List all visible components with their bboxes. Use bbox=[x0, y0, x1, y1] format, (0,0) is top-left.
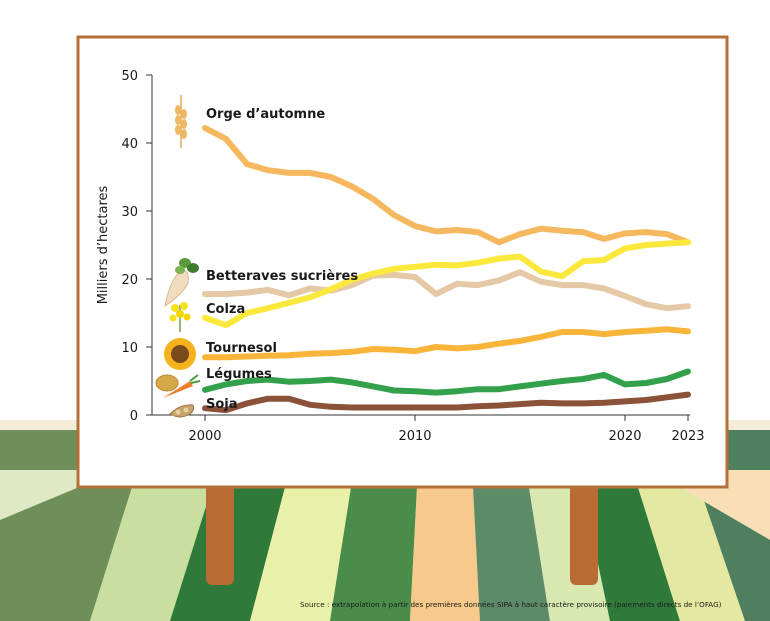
soybean-icon bbox=[169, 404, 195, 418]
label-tournesol: Tournesol bbox=[206, 341, 277, 356]
series-line-colza bbox=[202, 239, 691, 329]
y-tick-label: 20 bbox=[121, 273, 138, 288]
label-betteraves-sucrieres: Betteraves sucrières bbox=[206, 269, 358, 284]
y-tick-label: 40 bbox=[121, 137, 138, 152]
barley-icon bbox=[175, 95, 187, 148]
billboard-post-left bbox=[206, 480, 234, 585]
x-tick-label: 2020 bbox=[608, 429, 641, 444]
y-tick-label: 0 bbox=[130, 409, 138, 424]
label-colza: Colza bbox=[206, 302, 245, 317]
y-axis-label: Milliers d’hectares bbox=[96, 185, 111, 304]
y-tick-label: 30 bbox=[121, 205, 138, 220]
rapeseed-icon bbox=[169, 302, 191, 332]
y-tick-label: 10 bbox=[121, 341, 138, 356]
x-tick-label: 2023 bbox=[671, 429, 704, 444]
sugar-beet-icon bbox=[164, 258, 199, 308]
x-tick-label: 2010 bbox=[398, 429, 431, 444]
label-soja: Soja bbox=[206, 397, 238, 412]
vegetables-icon bbox=[155, 374, 201, 398]
sunflower-icon bbox=[164, 338, 196, 370]
series-line-tournesol bbox=[202, 326, 691, 361]
y-tick-label: 50 bbox=[121, 69, 138, 84]
series-line-soja bbox=[202, 391, 691, 414]
series-line-legumes bbox=[202, 368, 691, 396]
x-tick-label: 2000 bbox=[188, 429, 221, 444]
billboard-board bbox=[76, 35, 729, 489]
label-orge-dautomne: Orge d’automne bbox=[206, 107, 325, 122]
axes: 0 10 20 30 40 50 2000 2010 2020 2023 Milliers d’… bbox=[96, 69, 705, 444]
label-legumes: Légumes bbox=[206, 367, 272, 382]
series-line-betteraves bbox=[202, 269, 691, 312]
source-note: Source : extrapolation à partir des prem… bbox=[300, 600, 722, 609]
billboard-post-right bbox=[570, 480, 598, 585]
series-line-orge bbox=[202, 125, 691, 246]
series-labels: Orge d’automne Betteraves sucrières Colz… bbox=[206, 107, 358, 412]
